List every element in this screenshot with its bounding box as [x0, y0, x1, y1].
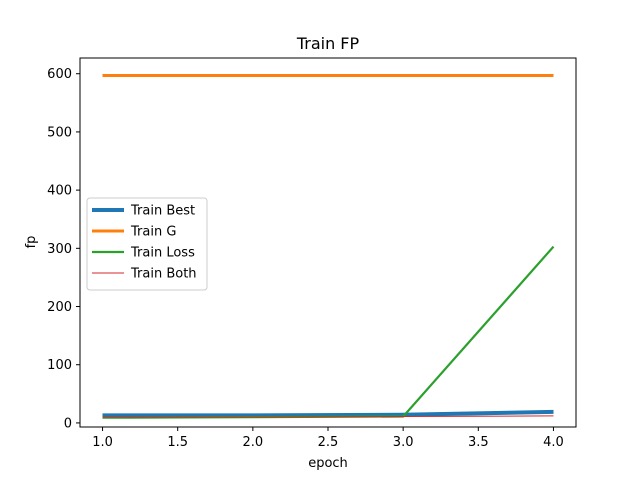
legend-label: Train G	[130, 225, 176, 240]
chart-title: Train FP	[296, 34, 360, 53]
legend-label: Train Both	[130, 267, 197, 282]
y-tick-label: 0	[64, 416, 72, 431]
y-tick-label: 200	[47, 300, 72, 315]
y-tick-label: 100	[47, 358, 72, 373]
y-tick-label: 300	[47, 242, 72, 257]
x-tick-label: 4.0	[543, 435, 564, 450]
x-axis: 1.0 1.5 2.0 2.5 3.0 3.5 4.0	[92, 427, 564, 450]
y-tick-label: 600	[47, 67, 72, 82]
legend-box	[86, 197, 208, 291]
plot-area	[102, 74, 555, 419]
x-tick-label: 2.0	[243, 435, 264, 450]
y-tick-label: 400	[47, 184, 72, 199]
legend-label: Train Loss	[130, 246, 195, 261]
x-tick-label: 3.0	[393, 435, 414, 450]
x-tick-label: 1.5	[167, 435, 188, 450]
axes-frame	[79, 57, 577, 428]
legend: Train Best Train G Train Loss Train Both	[86, 197, 208, 291]
series-line-train-both	[102, 415, 554, 418]
series-line-train-best	[102, 409, 554, 418]
y-axis-label: fp	[24, 236, 39, 249]
x-tick-label: 3.5	[468, 435, 489, 450]
x-tick-label: 1.0	[92, 435, 113, 450]
y-tick-label: 500	[47, 125, 72, 140]
x-tick-label: 2.5	[318, 435, 339, 450]
legend-label: Train Best	[130, 204, 195, 219]
x-axis-label: epoch	[308, 456, 348, 471]
y-axis: 0 100 200 300 400 500 600	[47, 67, 80, 431]
